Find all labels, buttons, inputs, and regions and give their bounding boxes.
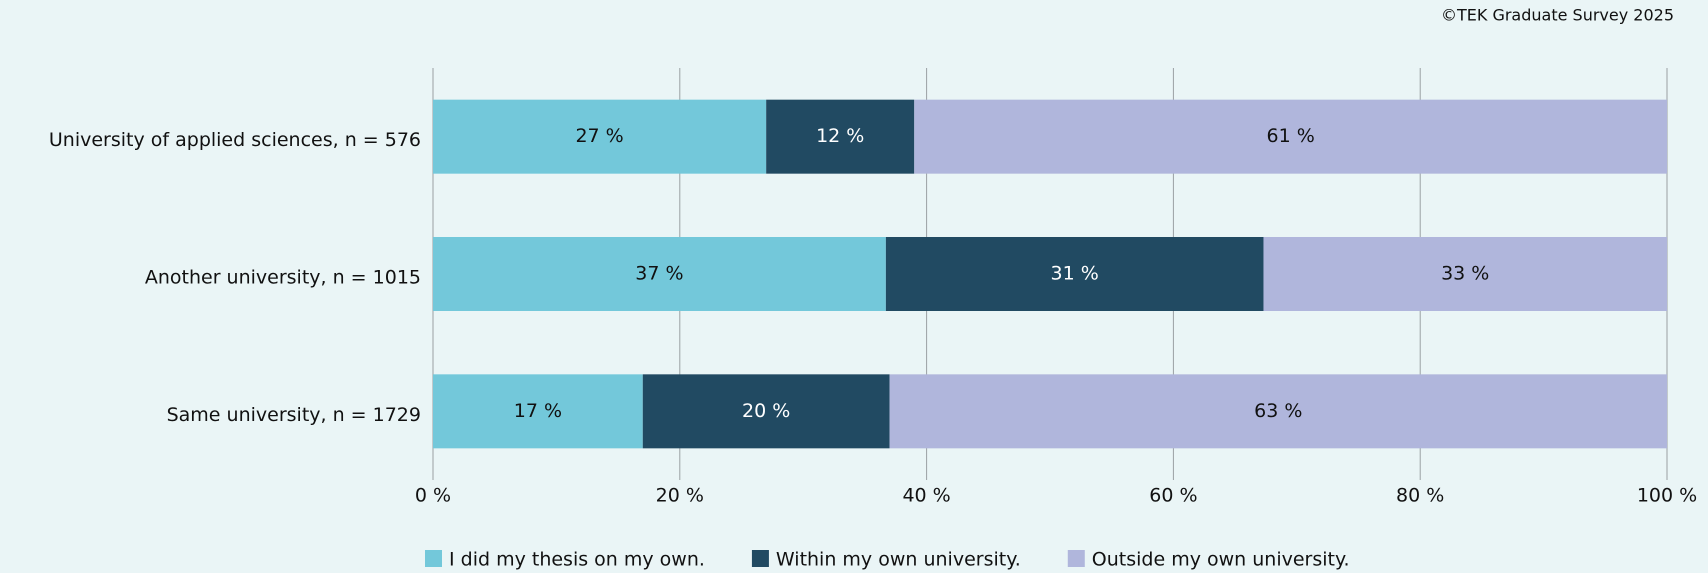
legend-label: I did my thesis on my own.: [449, 549, 705, 571]
legend-swatch: [751, 550, 769, 567]
value-label: 33 %: [1441, 263, 1489, 285]
bar-segment: [642, 374, 890, 449]
bar-segment: [1263, 237, 1667, 311]
value-label: 61 %: [1266, 125, 1314, 147]
value-label: 20 %: [742, 400, 790, 422]
category-label: Same university, n = 1729: [167, 404, 421, 426]
bar-segment: [889, 374, 1667, 449]
bar-segment: [433, 237, 886, 311]
value-label: 31 %: [1051, 263, 1099, 285]
x-tick-label: 20 %: [656, 485, 704, 507]
value-label: 37 %: [635, 263, 683, 285]
value-label: 27 %: [575, 125, 623, 147]
bar-segment: [433, 99, 767, 174]
x-tick-label: 0 %: [415, 485, 451, 507]
value-label: 17 %: [514, 400, 562, 422]
legend-label: Outside my own university.: [1092, 549, 1350, 571]
legend-label: Within my own university.: [776, 549, 1021, 571]
category-label: Another university, n = 1015: [145, 267, 421, 289]
legend-swatch: [425, 550, 442, 567]
value-label: 63 %: [1254, 400, 1302, 422]
bar-segment: [766, 99, 915, 174]
value-label: 12 %: [816, 125, 864, 147]
bar-segment: [433, 374, 643, 449]
x-tick-label: 60 %: [1149, 485, 1197, 507]
x-tick-label: 100 %: [1637, 485, 1697, 507]
bar-segment: [885, 237, 1264, 311]
legend-swatch: [1067, 550, 1085, 567]
category-label: University of applied sciences, n = 576: [49, 129, 421, 151]
bar-segment: [914, 99, 1667, 174]
x-tick-label: 40 %: [902, 485, 950, 507]
x-tick-label: 80 %: [1396, 485, 1444, 507]
source: ©TEK Graduate Survey 2025: [1441, 6, 1674, 25]
